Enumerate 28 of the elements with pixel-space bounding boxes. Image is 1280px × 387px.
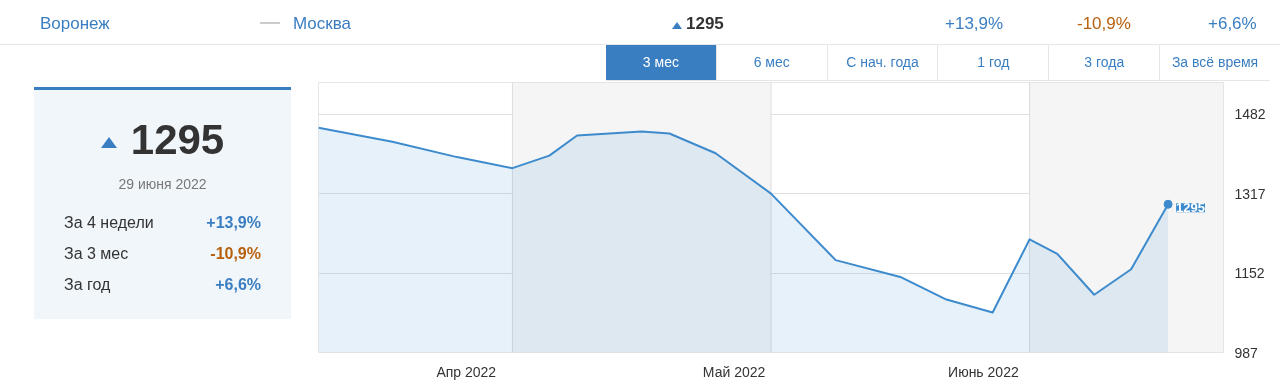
- text: Москва: [293, 13, 352, 35]
- y-tick-label: 1152: [1234, 265, 1265, 282]
- text: +6,6%: [1208, 13, 1257, 35]
- text: -10,9%: [210, 243, 261, 264]
- x-tick-label: Май 2022: [702, 363, 766, 380]
- text: 1295: [685, 13, 724, 35]
- text: За 4 недели: [64, 213, 154, 233]
- text: 6 мес: [715, 45, 827, 80]
- y-tick-label: 1482: [1234, 106, 1266, 123]
- text: 3 мес: [606, 45, 716, 80]
- text: +13,9%: [945, 13, 1004, 35]
- text: За год: [64, 274, 111, 295]
- text: Воронеж: [40, 13, 110, 35]
- text: +13,9%: [206, 213, 261, 233]
- y-tick-label: 1317: [1234, 185, 1266, 202]
- text: 3 года: [1048, 45, 1160, 80]
- text: За всё время: [1159, 45, 1270, 80]
- text: 1295: [129, 115, 226, 165]
- y-tick-label: 987: [1234, 344, 1259, 361]
- text: +6,6%: [215, 274, 261, 295]
- text: 1 год: [937, 45, 1049, 80]
- text: 29 июня 2022: [117, 175, 208, 194]
- x-tick-label: Апр 2022: [436, 363, 497, 380]
- text: За 3 мес: [64, 243, 129, 264]
- x-tick-label: Июнь 2022: [948, 363, 1019, 380]
- text: -10,9%: [1077, 13, 1131, 35]
- data-label: 1295: [1176, 200, 1206, 216]
- text: С нач. года: [826, 45, 938, 80]
